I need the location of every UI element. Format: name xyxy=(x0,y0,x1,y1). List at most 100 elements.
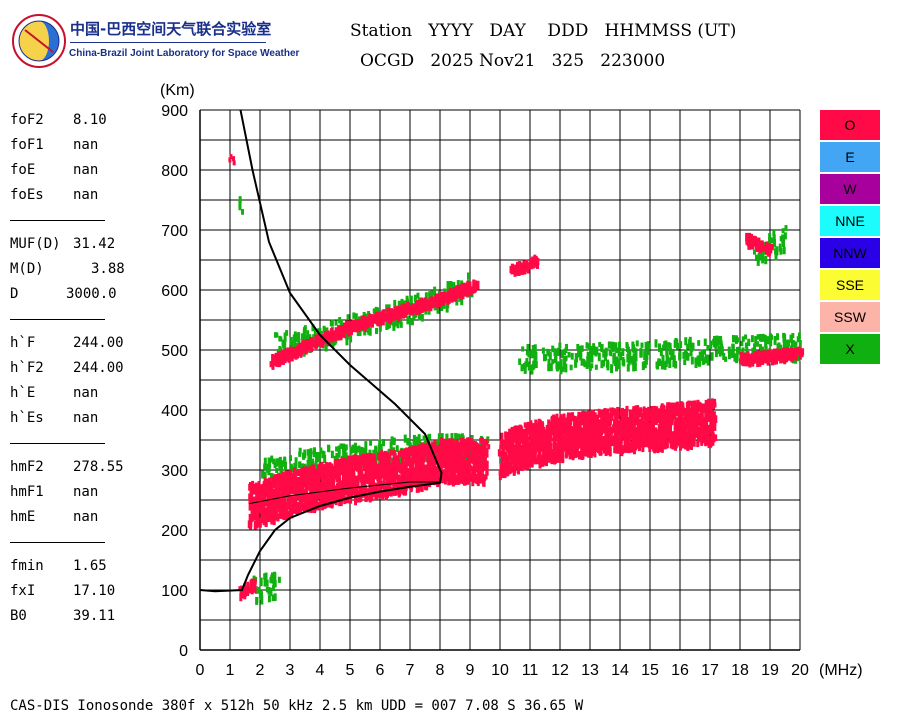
o-trace-point xyxy=(499,439,503,445)
o-trace-point xyxy=(604,422,608,431)
o-trace-point xyxy=(660,412,664,420)
o-trace-point xyxy=(667,420,671,427)
x-trace-point xyxy=(314,451,318,458)
x-trace-point xyxy=(684,349,688,356)
o-trace-point xyxy=(445,439,449,446)
x-trace-point xyxy=(671,352,675,361)
o-trace-point xyxy=(624,420,628,428)
x-trace-point xyxy=(772,234,776,243)
o-trace-point xyxy=(529,420,533,430)
o-trace-point xyxy=(587,416,591,426)
o-trace-point xyxy=(292,485,296,492)
o-trace-point xyxy=(593,426,597,434)
x-trace-point xyxy=(564,363,568,372)
o-trace-point xyxy=(641,444,645,453)
x-trace-point xyxy=(319,447,323,454)
x-trace-point xyxy=(784,225,788,231)
o-trace-point xyxy=(627,427,631,435)
o-trace-point xyxy=(582,428,586,436)
x-trace-point xyxy=(345,336,349,346)
x-trace-point xyxy=(522,363,526,370)
o-trace-point xyxy=(662,418,666,425)
o-trace-point xyxy=(692,412,696,420)
o-trace-point xyxy=(692,416,696,424)
o-trace-point xyxy=(439,460,443,468)
o-trace-point xyxy=(566,414,570,422)
o-trace-point xyxy=(670,410,674,417)
o-trace-point xyxy=(479,468,483,474)
x-trace-point xyxy=(724,356,728,362)
o-trace-point xyxy=(515,464,519,470)
o-trace-point xyxy=(662,404,666,412)
o-trace-point xyxy=(255,521,259,529)
o-trace-point xyxy=(377,480,381,488)
o-trace-point xyxy=(713,422,717,431)
x-trace-point xyxy=(779,344,783,354)
o-trace-point xyxy=(514,444,518,453)
o-trace-point xyxy=(330,483,334,493)
o-trace-point xyxy=(461,445,465,452)
o-trace-point xyxy=(398,465,402,472)
o-trace-point xyxy=(333,466,337,476)
o-trace-point xyxy=(641,437,645,445)
x-trace-point xyxy=(570,352,574,360)
o-trace-point xyxy=(386,457,390,466)
o-trace-point xyxy=(467,469,471,479)
o-trace-point xyxy=(279,474,283,481)
o-trace-point xyxy=(675,429,679,437)
o-trace-point xyxy=(583,437,587,446)
o-trace-point xyxy=(593,430,597,436)
o-trace-point xyxy=(686,431,690,438)
o-trace-point xyxy=(485,448,489,458)
o-trace-point xyxy=(540,438,544,445)
o-trace-point xyxy=(419,468,423,476)
o-trace-point xyxy=(414,467,418,476)
o-trace-point xyxy=(366,475,370,485)
o-trace-point xyxy=(270,510,274,516)
o-trace-point xyxy=(659,405,663,414)
o-trace-point xyxy=(653,405,657,412)
param-value: nan xyxy=(73,385,99,401)
o-trace-point xyxy=(282,511,286,521)
o-trace-point xyxy=(364,493,368,502)
x-trace-point xyxy=(774,251,778,261)
o-trace-point xyxy=(538,458,542,468)
o-trace-point xyxy=(417,457,421,466)
x-trace-point xyxy=(375,327,379,335)
x-trace-point xyxy=(768,233,772,239)
x-trace-point xyxy=(261,470,265,479)
x-trace-point xyxy=(657,343,661,353)
x-trace-point xyxy=(625,342,629,348)
x-trace-point xyxy=(610,364,614,374)
o-trace-point xyxy=(283,495,287,502)
o-trace-point xyxy=(524,451,528,459)
o-trace-point xyxy=(619,437,623,444)
o-trace-point xyxy=(302,496,306,503)
x-trace-point xyxy=(731,343,735,353)
o-trace-point xyxy=(390,463,394,473)
o-trace-point xyxy=(449,466,453,474)
o-trace-point xyxy=(314,497,318,506)
o-trace-point xyxy=(581,411,585,418)
o-trace-point xyxy=(433,440,437,449)
o-trace-point xyxy=(678,438,682,445)
o-trace-point xyxy=(532,427,536,436)
x-trace-point xyxy=(580,358,584,366)
o-trace-point xyxy=(476,464,480,473)
x-trace-point xyxy=(603,353,607,362)
o-trace-point xyxy=(538,452,542,462)
o-trace-point xyxy=(320,489,324,496)
x-trace-point xyxy=(769,338,773,347)
o-trace-point xyxy=(499,463,503,472)
x-trace-point xyxy=(690,356,694,365)
o-trace-point xyxy=(415,446,419,453)
o-trace-point xyxy=(471,477,475,487)
o-trace-point xyxy=(626,436,630,444)
o-trace-point xyxy=(383,460,387,466)
o-trace-point xyxy=(565,427,569,437)
o-trace-point xyxy=(514,457,518,467)
o-trace-point xyxy=(432,476,436,486)
o-trace-point xyxy=(527,425,531,435)
o-trace-point xyxy=(592,422,596,429)
x-trace-point xyxy=(427,306,431,315)
